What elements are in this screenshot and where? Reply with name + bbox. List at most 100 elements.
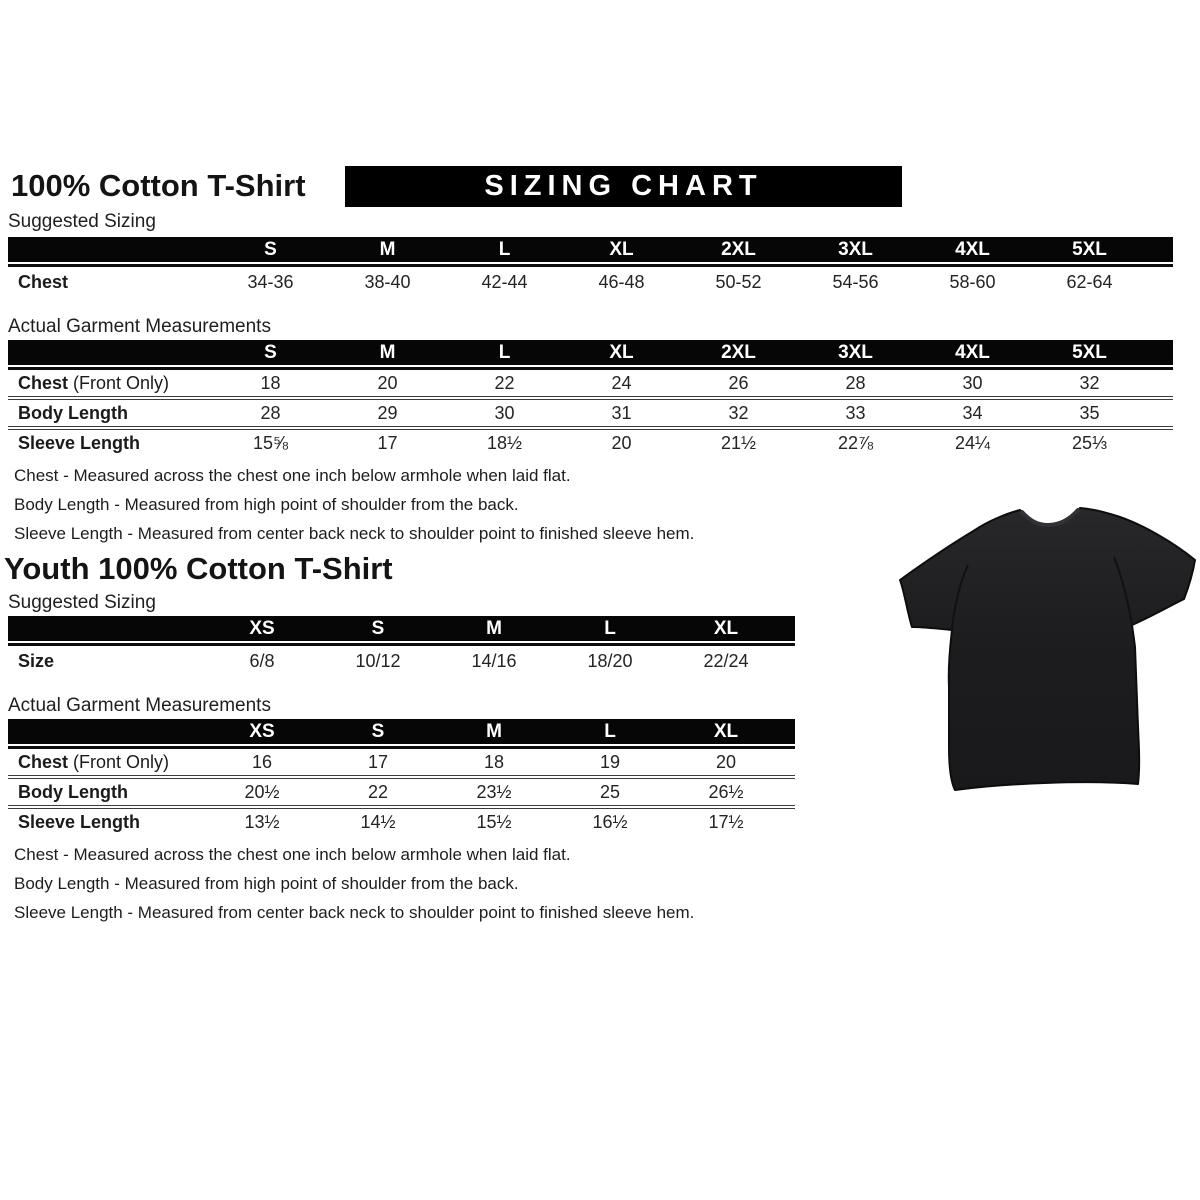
youth-actual-measurements-label: Actual Garment Measurements (8, 695, 271, 716)
size-column-header-2xl: 2XL (680, 340, 797, 365)
size-column-header-m: M (329, 340, 446, 365)
measurement-cell: 20 (377, 373, 398, 393)
row-label-text: Chest (18, 752, 69, 772)
youth-measurement-notes: Chest - Measured across the chest one in… (14, 840, 694, 927)
size-column-header-s: S (212, 237, 329, 262)
youth-actual-table: XS S M L XL Chest (Front Only) 16 17 18 19 20 Body … (8, 719, 795, 835)
size-column-header-4xl: 4XL (914, 237, 1031, 262)
row-label: Chest (Front Only) (8, 370, 212, 396)
measurement-cell: 18½ (446, 426, 563, 456)
row-label-text: Chest (18, 272, 69, 292)
measurement-cell: 62-64 (1066, 272, 1113, 292)
measurement-cell: 22⅞ (797, 426, 914, 456)
tshirt-collar-shape (1020, 508, 1080, 528)
row-label-text: Size (18, 651, 55, 671)
measurement-cell: 58-60 (949, 272, 996, 292)
tshirt-left-sleeve-seam (951, 564, 969, 631)
measurement-cell: 14½ (320, 805, 436, 835)
tshirt-right-sleeve-seam (1113, 556, 1133, 626)
row-label: Sleeve Length (8, 805, 204, 835)
measurement-cell: 31 (563, 396, 680, 426)
size-column-header-xl: XL (563, 237, 680, 262)
row-label-text: Chest (18, 373, 69, 393)
size-column-header-m: M (436, 616, 552, 641)
size-column-header-xs: XS (204, 719, 320, 744)
size-column-header-4xl: 4XL (914, 340, 1031, 365)
row-label-text: Sleeve Length (18, 812, 141, 832)
black-tshirt-image (899, 507, 1196, 791)
measurement-cell: 6/8 (249, 651, 275, 671)
youth-suggested-table: XS S M L XL Size 6/8 10/12 14/16 18/20 22/24 (8, 616, 795, 677)
measurement-cell: 10/12 (355, 651, 401, 671)
measurement-cell: 29 (329, 396, 446, 426)
header-gap (8, 365, 1173, 367)
measurement-cell: 54-56 (832, 272, 879, 292)
measurement-cell: 26½ (668, 775, 784, 805)
measurement-cell: 18 (260, 373, 281, 393)
row-filler (784, 646, 795, 677)
size-column-header-s: S (320, 719, 436, 744)
measurement-cell: 17 (329, 426, 446, 456)
row-label: Body Length (8, 396, 212, 426)
header-filler (1148, 340, 1173, 365)
size-column-header-l: L (552, 719, 668, 744)
size-column-header-5xl: 5XL (1031, 340, 1148, 365)
measurement-note-line: Body Length - Measured from high point o… (14, 874, 519, 893)
adult-page-title: 100% Cotton T-Shirt (11, 168, 306, 203)
measurement-cell: 22 (320, 775, 436, 805)
youth-suggested-sizing-label: Suggested Sizing (8, 592, 156, 613)
row-label-text: Sleeve Length (18, 433, 141, 453)
measurement-cell: 22/24 (703, 651, 749, 671)
measurement-cell: 33 (797, 396, 914, 426)
row-filler (1148, 426, 1173, 456)
size-column-header-l: L (552, 616, 668, 641)
row-label-suffix: (Front Only) (68, 373, 170, 393)
measurement-cell: 34 (914, 396, 1031, 426)
adult-suggested-sizing-label: Suggested Sizing (8, 211, 156, 232)
row-label-text: Body Length (18, 782, 128, 802)
header-underline (8, 643, 795, 646)
size-column-header-m: M (329, 237, 446, 262)
header-label-spacer (8, 340, 212, 365)
measurement-cell: 42-44 (481, 272, 528, 292)
row-label-text: Body Length (18, 403, 128, 423)
adult-measurement-notes: Chest - Measured across the chest one in… (14, 461, 694, 548)
measurement-cell: 16 (251, 752, 273, 772)
measurement-cell: 18 (483, 752, 505, 772)
sizing-chart-banner-text: SIZING CHART (484, 170, 763, 202)
size-column-header-l: L (446, 237, 563, 262)
row-label-suffix: (Front Only) (68, 752, 170, 772)
header-underline (8, 367, 1173, 370)
header-filler (784, 616, 795, 641)
measurement-cell: 34-36 (247, 272, 294, 292)
row-filler (1148, 267, 1173, 298)
size-column-header-3xl: 3XL (797, 340, 914, 365)
measurement-cell: 23½ (436, 775, 552, 805)
measurement-cell: 24 (611, 373, 632, 393)
header-underline (8, 264, 1173, 267)
measurement-cell: 32 (1079, 373, 1100, 393)
size-column-header-xl: XL (668, 616, 784, 641)
size-column-header-3xl: 3XL (797, 237, 914, 262)
size-column-header-l: L (446, 340, 563, 365)
header-underline (8, 746, 795, 749)
measurement-cell: 19 (599, 752, 621, 772)
size-column-header-xl: XL (563, 340, 680, 365)
header-gap (8, 744, 795, 746)
measurement-cell: 28 (212, 396, 329, 426)
measurement-cell: 30 (446, 396, 563, 426)
measurement-cell: 16½ (552, 805, 668, 835)
size-column-header-xs: XS (204, 616, 320, 641)
measurement-note-line: Sleeve Length - Measured from center bac… (14, 903, 695, 922)
adult-actual-table: S M L XL 2XL 3XL 4XL 5XL Chest (Front Only) 18 20 2… (8, 340, 1173, 456)
header-label-spacer (8, 616, 204, 641)
header-filler (1148, 237, 1173, 262)
measurement-cell: 28 (845, 373, 866, 393)
youth-page-title: Youth 100% Cotton T-Shirt (4, 551, 393, 586)
row-filler (1148, 370, 1173, 396)
measurement-cell: 21½ (680, 426, 797, 456)
measurement-cell: 25⅓ (1031, 426, 1148, 456)
header-gap (8, 262, 1173, 264)
sizing-chart-banner: SIZING CHART (345, 166, 902, 207)
